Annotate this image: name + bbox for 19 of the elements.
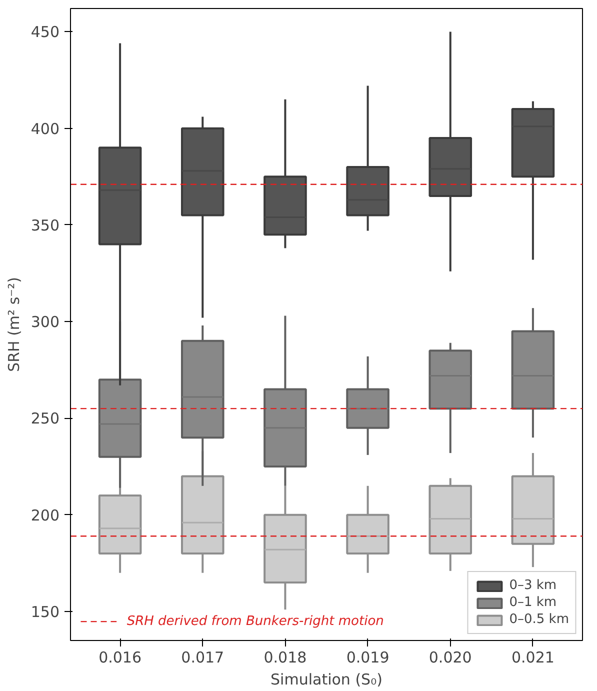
- x-tick-label: 0.020: [428, 648, 472, 666]
- x-tick-label: 0.016: [98, 648, 142, 666]
- y-tick-label: 400: [30, 120, 60, 138]
- y-tick-label: 150: [30, 603, 60, 622]
- y-tick-label: 350: [30, 216, 60, 234]
- y-tick-label: 450: [30, 23, 60, 42]
- x-tick-label: 0.018: [264, 648, 307, 666]
- y-tick-label: 300: [30, 313, 60, 332]
- y-tick-label: 250: [30, 410, 60, 428]
- legend-label: SRH derived from Bunkers-right motion: [126, 614, 384, 630]
- x-tick-label: 0.019: [346, 648, 390, 666]
- y-axis-title: SRH (m² s⁻²): [4, 277, 23, 372]
- x-axis-title: Simulation (S₀): [270, 670, 382, 688]
- legend-label: 0–1 km: [509, 595, 557, 610]
- y-tick-label: 200: [30, 506, 60, 524]
- x-tick-label: 0.017: [181, 648, 224, 666]
- legend-label: 0–3 km: [509, 578, 557, 593]
- x-tick-label: 0.021: [511, 648, 554, 666]
- legend-label: 0–0.5 km: [509, 612, 569, 627]
